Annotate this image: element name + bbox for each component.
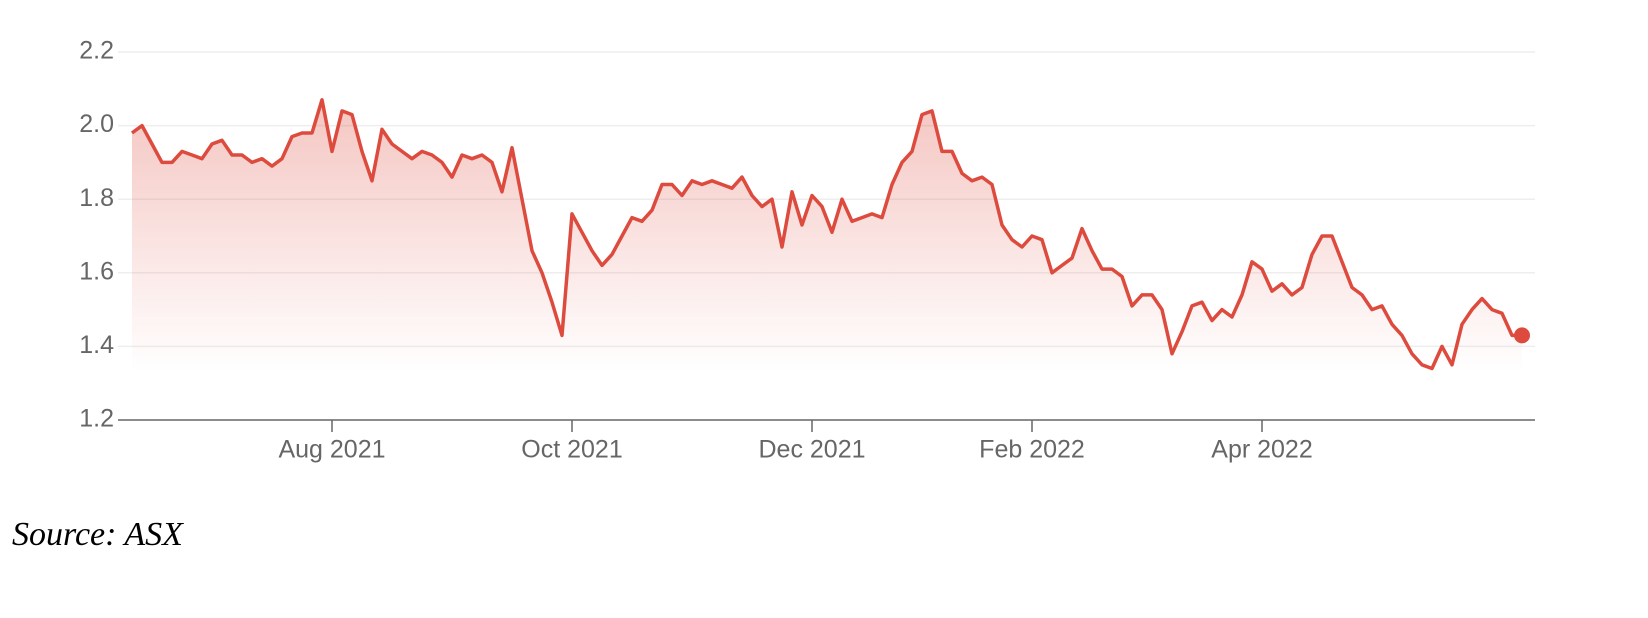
x-tick-label: Apr 2022 bbox=[1211, 436, 1312, 464]
last-point bbox=[1514, 327, 1530, 344]
y-tick-label: 2.0 bbox=[79, 110, 114, 138]
x-tick-label: Feb 2022 bbox=[979, 436, 1085, 464]
x-tick-label: Dec 2021 bbox=[758, 436, 865, 464]
source-note: Source: ASX bbox=[12, 516, 184, 553]
y-tick-label: 1.8 bbox=[79, 184, 114, 212]
x-tick-label: Oct 2021 bbox=[521, 436, 622, 464]
x-tick-label: Aug 2021 bbox=[278, 436, 385, 464]
y-tick-label: 1.4 bbox=[79, 331, 114, 359]
y-tick-label: 1.6 bbox=[79, 257, 114, 285]
y-tick-label: 2.2 bbox=[79, 37, 114, 65]
price-line bbox=[130, 98, 1522, 371]
area-fill bbox=[132, 99, 1522, 421]
y-tick-label: 1.2 bbox=[79, 405, 114, 433]
